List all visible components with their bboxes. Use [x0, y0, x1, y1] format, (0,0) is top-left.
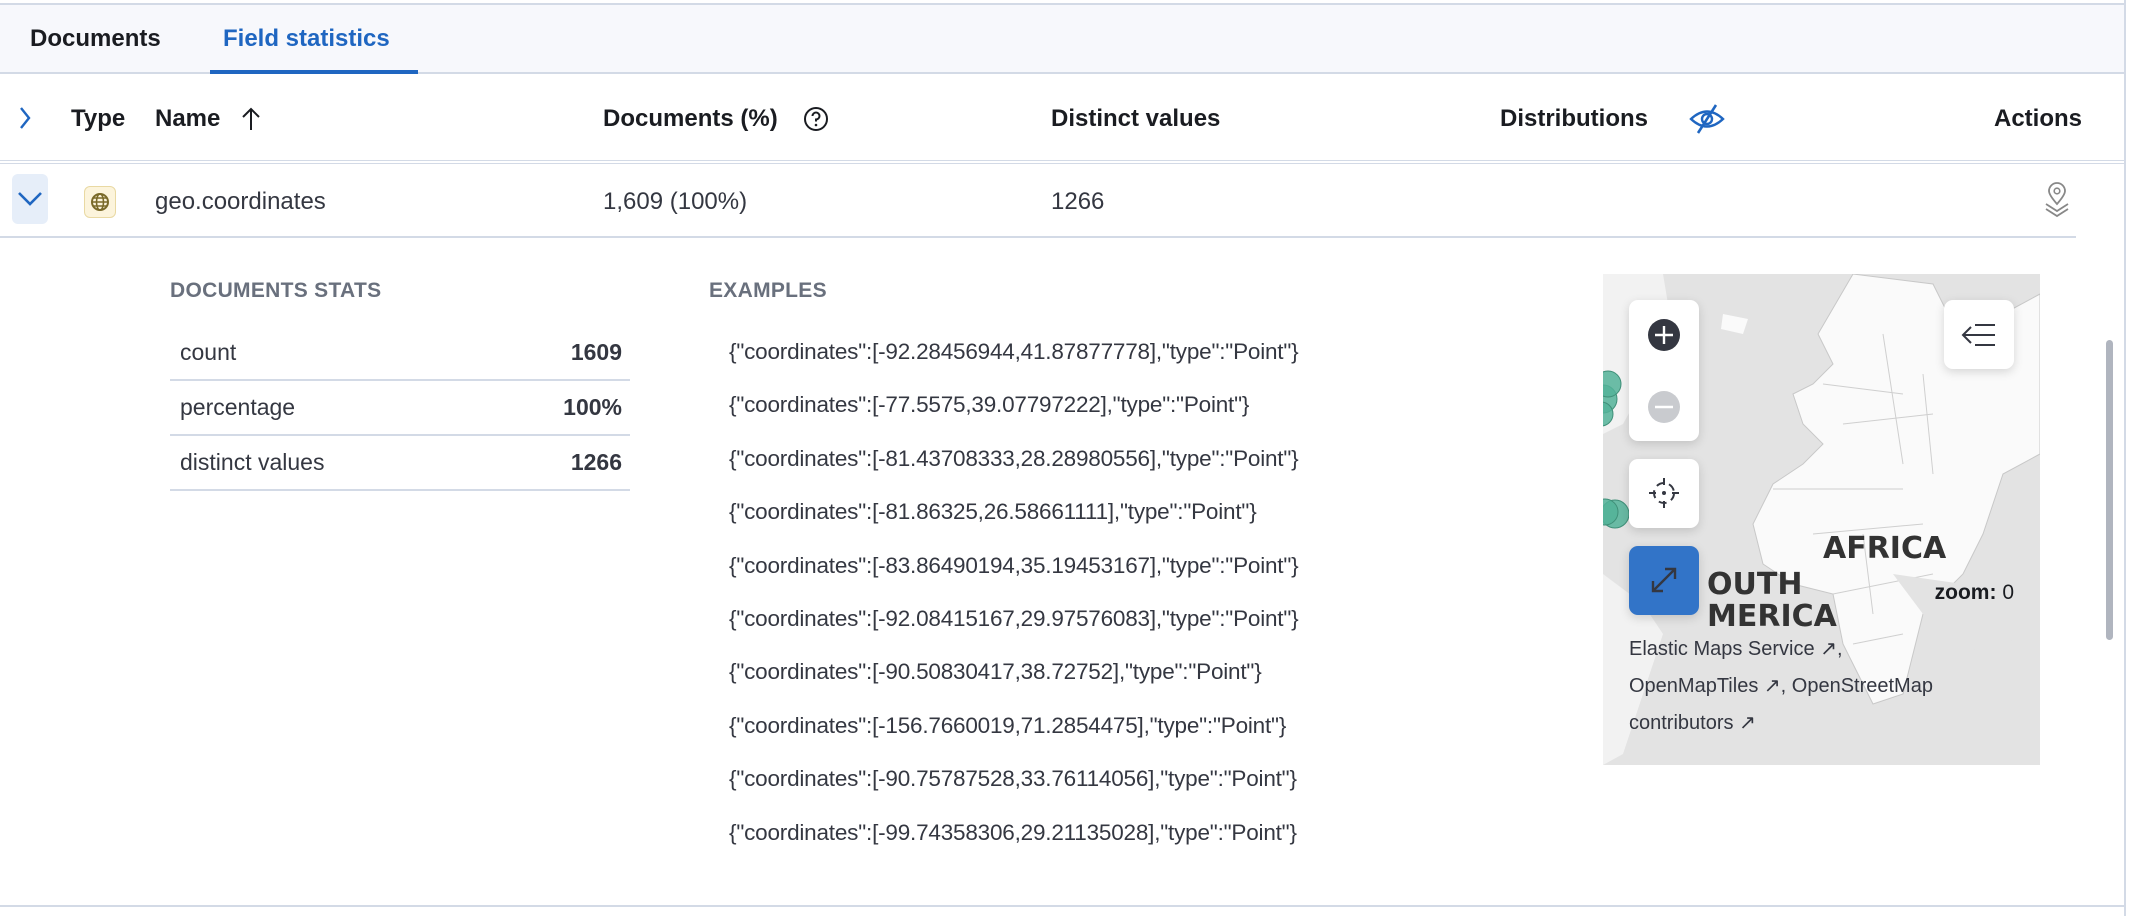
header-actions: Actions — [1993, 105, 2082, 132]
zoom-value: 0 — [2002, 581, 2014, 604]
layers-toggle-button[interactable] — [1944, 300, 2014, 369]
example-value: {"coordinates":[-92.28456944,41.87877778… — [729, 339, 1299, 364]
example-value: {"coordinates":[-92.08415167,29.97576083… — [729, 606, 1299, 631]
attribution-link-openstreetmap[interactable]: , OpenStreetMap — [1780, 675, 1933, 697]
tab-bar: Documents Field statistics — [0, 5, 2126, 74]
help-icon[interactable] — [803, 106, 829, 132]
crosshair-icon — [1649, 478, 1679, 508]
example-value: {"coordinates":[-81.86325,26.58661111],"… — [729, 499, 1257, 525]
collapse-row-button[interactable] — [12, 174, 48, 224]
stats-row-count: count 1609 — [170, 326, 630, 381]
chevron-down-icon — [18, 192, 42, 206]
row-divider — [0, 905, 2126, 907]
example-value: {"coordinates":[-77.5575,39.07797222],"t… — [729, 392, 1250, 418]
header-type[interactable]: Type — [71, 105, 126, 132]
attribution-line-2: OpenMapTiles ↗︎, OpenStreetMap — [1629, 673, 1933, 698]
example-value: {"coordinates":[-90.75787528,33.76114056… — [729, 766, 1297, 792]
attribution-link-elastic-maps[interactable]: Elastic Maps Service — [1629, 638, 1815, 660]
field-name: geo.coordinates — [155, 188, 326, 215]
zoom-controls — [1629, 300, 1699, 441]
stat-value: 100% — [563, 394, 622, 420]
table-header: Type Name Documents (%) Distinct values … — [0, 76, 2126, 164]
map-label-america: MERICA — [1707, 599, 1837, 634]
header-name[interactable]: Name — [155, 105, 221, 132]
panel-border — [2124, 0, 2126, 916]
example-value: {"coordinates":[-99.74358306,29.21135028… — [729, 819, 1297, 845]
expand-all-chevron-icon[interactable] — [18, 106, 32, 130]
examples-title: EXAMPLES — [709, 279, 827, 302]
zoom-in-icon[interactable] — [1647, 318, 1681, 352]
expand-icon — [1651, 567, 1677, 593]
attribution-separator: , — [1836, 638, 1843, 660]
fullscreen-button[interactable] — [1629, 546, 1699, 615]
tab-documents[interactable]: Documents — [30, 25, 161, 52]
sort-ascending-icon[interactable] — [240, 106, 262, 132]
distinct-values-count: 1266 — [1051, 188, 1105, 215]
map-layers-icon[interactable] — [2042, 182, 2072, 218]
tab-field-statistics[interactable]: Field statistics — [223, 25, 390, 52]
geo-point-type-icon — [84, 186, 116, 218]
active-tab-indicator — [210, 70, 418, 74]
stats-row-distinct-values: distinct values 1266 — [170, 436, 630, 491]
data-points — [1603, 370, 1630, 529]
zoom-out-icon[interactable] — [1647, 390, 1681, 424]
eye-closed-icon[interactable] — [1688, 102, 1726, 136]
attribution-link-openmaptiles[interactable]: OpenMapTiles — [1629, 675, 1759, 697]
top-border — [0, 0, 2126, 5]
attribution-line-1: Elastic Maps Service ↗︎, — [1629, 636, 1843, 661]
attribution-link-contributors[interactable]: contributors — [1629, 712, 1734, 734]
example-value: {"coordinates":[-156.7660019,71.2854475]… — [729, 712, 1287, 738]
collapse-legend-icon — [1961, 324, 1995, 346]
header-distributions: Distributions — [1500, 105, 1648, 132]
external-link-icon: ↗︎ — [1820, 638, 1837, 660]
table-row[interactable]: geo.coordinates 1,609 (100%) 1266 — [0, 164, 2076, 238]
documents-count: 1,609 (100%) — [603, 188, 748, 215]
header-distinct-values[interactable]: Distinct values — [1051, 105, 1221, 132]
external-link-icon: ↗︎ — [1739, 712, 1756, 734]
stat-value: 1266 — [570, 449, 622, 475]
stat-label: distinct values — [180, 449, 325, 475]
locate-button[interactable] — [1629, 459, 1699, 528]
stat-label: count — [180, 339, 237, 365]
map-label-south: OUTH — [1707, 567, 1803, 602]
zoom-level-readout: zoom: 0 — [1935, 581, 2014, 605]
map-preview[interactable]: AFRICA OUTH MERICA zoom: 0 Elastic Maps … — [1603, 274, 2040, 765]
map-label-africa: AFRICA — [1823, 531, 1947, 566]
example-value: {"coordinates":[-90.50830417,38.72752],"… — [729, 659, 1262, 685]
stats-row-percentage: percentage 100% — [170, 381, 630, 436]
documents-stats-title: DOCUMENTS STATS — [170, 279, 382, 302]
header-documents[interactable]: Documents (%) — [603, 105, 778, 132]
external-link-icon: ↗︎ — [1763, 675, 1781, 697]
attribution-line-3: contributors ↗︎ — [1629, 710, 1756, 735]
zoom-label: zoom: — [1934, 581, 1997, 604]
vertical-scrollbar[interactable] — [2106, 340, 2113, 640]
stat-value: 1609 — [570, 339, 622, 365]
stat-label: percentage — [180, 394, 296, 420]
example-value: {"coordinates":[-81.43708333,28.28980556… — [729, 445, 1299, 471]
example-value: {"coordinates":[-83.86490194,35.19453167… — [729, 552, 1299, 578]
